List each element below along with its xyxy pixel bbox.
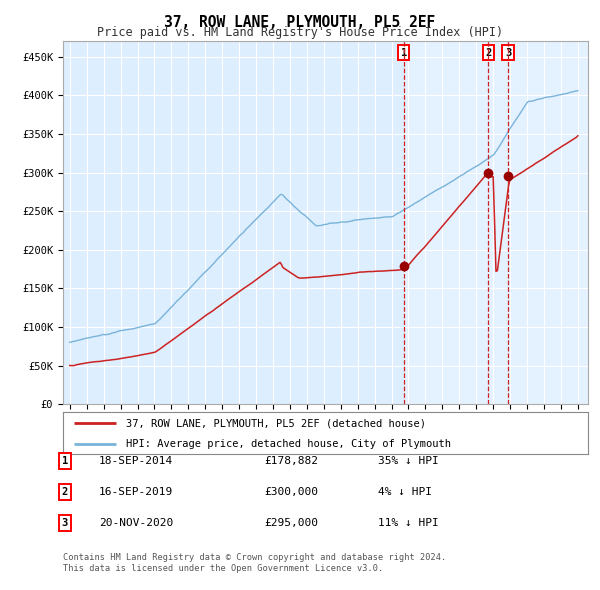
- Text: 20-NOV-2020: 20-NOV-2020: [99, 518, 173, 527]
- Text: £178,882: £178,882: [264, 457, 318, 466]
- Text: 2: 2: [62, 487, 68, 497]
- Text: 35% ↓ HPI: 35% ↓ HPI: [378, 457, 439, 466]
- Text: 3: 3: [62, 518, 68, 527]
- Text: Contains HM Land Registry data © Crown copyright and database right 2024.: Contains HM Land Registry data © Crown c…: [63, 553, 446, 562]
- Text: 37, ROW LANE, PLYMOUTH, PL5 2EF (detached house): 37, ROW LANE, PLYMOUTH, PL5 2EF (detache…: [126, 418, 426, 428]
- Text: 37, ROW LANE, PLYMOUTH, PL5 2EF: 37, ROW LANE, PLYMOUTH, PL5 2EF: [164, 15, 436, 30]
- Text: 18-SEP-2014: 18-SEP-2014: [99, 457, 173, 466]
- Text: 11% ↓ HPI: 11% ↓ HPI: [378, 518, 439, 527]
- Text: HPI: Average price, detached house, City of Plymouth: HPI: Average price, detached house, City…: [126, 439, 451, 448]
- Text: 2: 2: [485, 48, 491, 58]
- Text: £300,000: £300,000: [264, 487, 318, 497]
- Text: 16-SEP-2019: 16-SEP-2019: [99, 487, 173, 497]
- Bar: [404, 41, 588, 404]
- Text: 1: 1: [401, 48, 407, 58]
- Text: Price paid vs. HM Land Registry's House Price Index (HPI): Price paid vs. HM Land Registry's House …: [97, 26, 503, 39]
- Text: This data is licensed under the Open Government Licence v3.0.: This data is licensed under the Open Gov…: [63, 565, 383, 573]
- Text: 3: 3: [505, 48, 511, 58]
- Text: 1: 1: [62, 457, 68, 466]
- Text: £295,000: £295,000: [264, 518, 318, 527]
- Text: 4% ↓ HPI: 4% ↓ HPI: [378, 487, 432, 497]
